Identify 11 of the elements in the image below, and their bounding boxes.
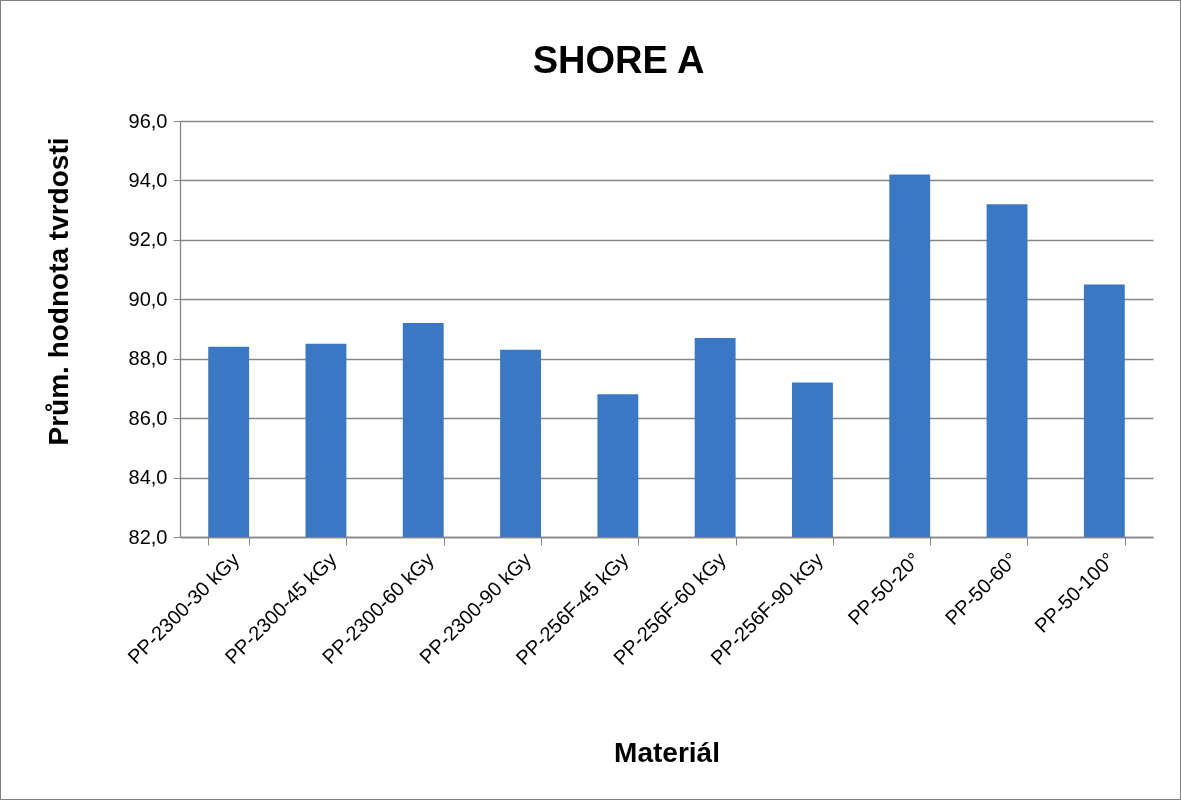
- y-tick-label: 88,0: [128, 347, 168, 370]
- y-tick-label: 84,0: [128, 466, 168, 489]
- x-axis-title: Materiál: [614, 736, 720, 768]
- chart-title: SHORE A: [532, 39, 705, 81]
- y-tick-label: 96,0: [128, 109, 168, 132]
- y-tick-label: 94,0: [128, 168, 168, 191]
- y-tick-label: 86,0: [128, 406, 168, 429]
- y-tick-label: 92,0: [128, 228, 168, 251]
- y-axis-title: Prům. hodnota tvrdosti: [42, 137, 74, 446]
- y-tick-label: 90,0: [128, 287, 168, 310]
- y-tick-label: 82,0: [128, 525, 168, 548]
